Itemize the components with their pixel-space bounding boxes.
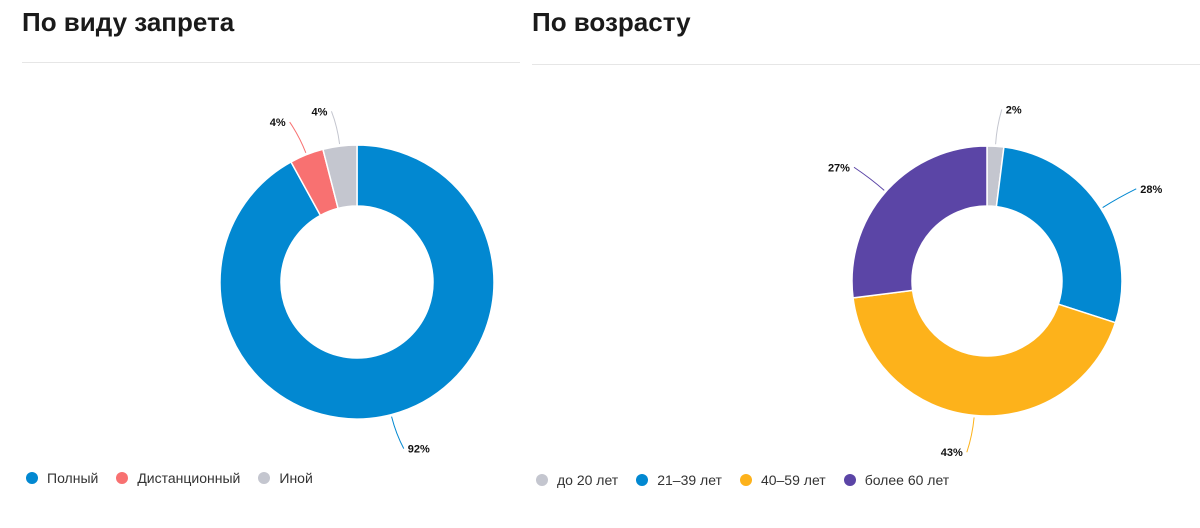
legend-label: 40–59 лет xyxy=(760,472,826,488)
leader-line-21-39-лет xyxy=(1102,188,1137,209)
chart-legend: до 20 лет 21–39 лет 40–59 лет более 60 лет xyxy=(536,472,967,488)
leader-line-более-60-лет xyxy=(853,166,885,191)
leader-line-дистанционный xyxy=(289,121,307,153)
legend-label: 21–39 лет xyxy=(657,472,722,488)
title-divider xyxy=(22,62,520,63)
legend-marker-icon xyxy=(258,472,271,484)
leader-line-полный xyxy=(391,416,405,449)
legend-item-иной[interactable]: Иной xyxy=(258,470,313,486)
leader-line-иной xyxy=(330,111,341,145)
legend-label: Дистанционный xyxy=(137,470,241,486)
legend-marker-icon xyxy=(739,474,752,486)
slice-полный xyxy=(219,144,495,420)
legend-marker-icon xyxy=(26,472,38,484)
data-label-иной: 4% xyxy=(312,106,328,118)
data-label-дистанционный: 4% xyxy=(270,117,286,129)
leader-line-40-59-лет xyxy=(966,417,975,453)
legend-item-более-60-лет[interactable]: более 60 лет xyxy=(843,472,950,488)
legend-marker-icon xyxy=(116,472,129,484)
chart-legend: Полный Дистанционный Иной xyxy=(26,470,331,486)
legend-item-40-59-лет[interactable]: 40–59 лет xyxy=(739,472,826,488)
data-label-полный: 92% xyxy=(408,444,430,456)
leader-line-до-20-лет xyxy=(995,109,1003,145)
slice-более-60-лет xyxy=(851,145,988,299)
title-divider xyxy=(532,64,1200,65)
legend-marker-icon xyxy=(636,474,649,486)
legend-label: до 20 лет xyxy=(557,472,619,488)
data-label-более-60-лет: 27% xyxy=(828,162,850,174)
donut-chart-ban-type: 92% 4% 4% xyxy=(219,106,495,456)
donut-chart-age: 2% 28% 43% 27% xyxy=(828,104,1163,459)
legend-marker-icon xyxy=(843,474,856,486)
slice-40-59-лет xyxy=(852,289,1117,417)
slice-иной xyxy=(322,144,358,210)
data-label-40-59-лет: 43% xyxy=(941,447,963,459)
legend-item-полный[interactable]: Полный xyxy=(26,470,98,486)
legend-label: Полный xyxy=(47,470,99,486)
data-label-21-39-лет: 28% xyxy=(1140,184,1162,196)
chart-panel-ban-type: По виду запрета 92% 4% 4% Полный Дистанцион… xyxy=(0,0,520,528)
legend-item-21-39-лет[interactable]: 21–39 лет xyxy=(636,472,722,488)
chart-title: По возрасту xyxy=(532,7,691,37)
slice-21-39-лет xyxy=(995,146,1123,324)
chart-panel-age: По возрасту 2% 28% 43% 27% до 20 лет 21–39 л… xyxy=(530,0,1200,528)
chart-title: По виду запрета xyxy=(22,7,235,37)
legend-marker-icon xyxy=(536,474,548,486)
legend-item-дистанционный[interactable]: Дистанционный xyxy=(116,470,240,486)
legend-label: Иной xyxy=(279,470,313,486)
legend-item-до-20-лет[interactable]: до 20 лет xyxy=(536,472,618,488)
legend-label: более 60 лет xyxy=(864,472,950,488)
data-label-до-20-лет: 2% xyxy=(1006,104,1022,116)
